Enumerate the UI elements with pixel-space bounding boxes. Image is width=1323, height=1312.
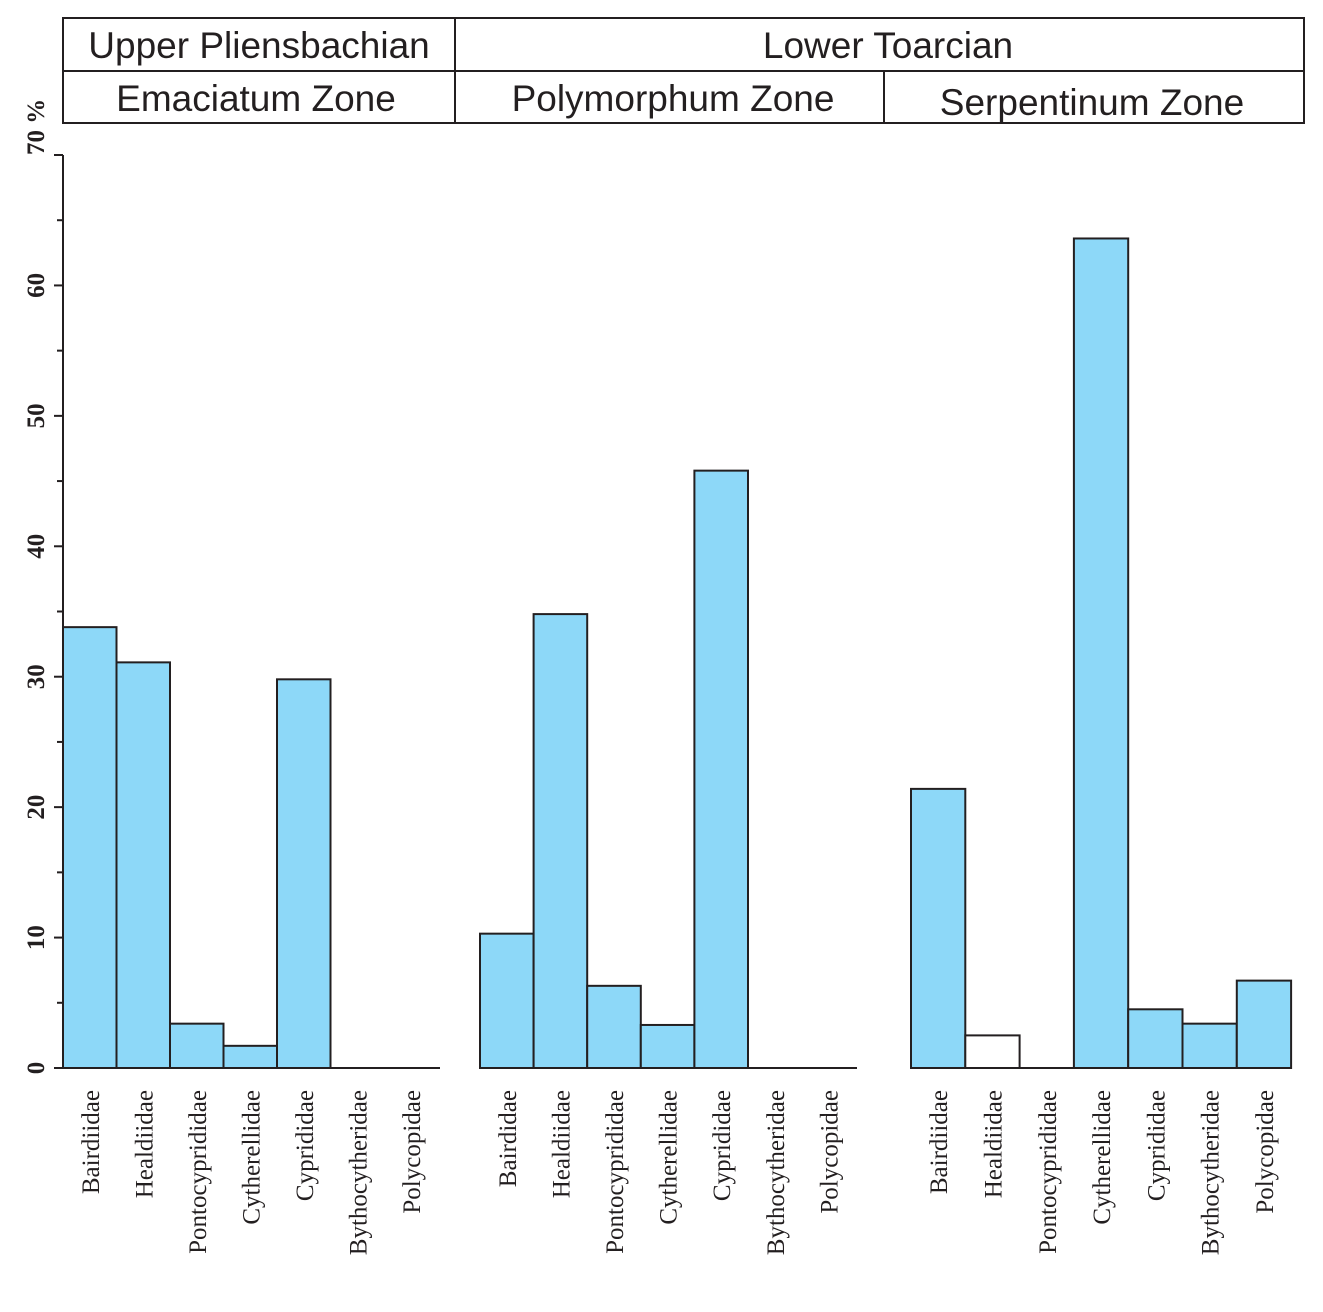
bar xyxy=(693,469,750,1069)
stage-lower-toarcian: Lower Toarcian xyxy=(763,25,1013,66)
category-label: Cytherellidae xyxy=(238,1090,265,1225)
category-label: Cyprididae xyxy=(1143,1090,1170,1201)
bar xyxy=(1181,1022,1238,1070)
y-tick-label: 50 xyxy=(23,403,50,428)
zone-serpentinum: Serpentinum Zone xyxy=(940,82,1244,123)
category-label: Cyprididae xyxy=(292,1090,319,1201)
y-tick-label: 40 xyxy=(23,534,50,559)
category-label: Bairdiidae xyxy=(78,1090,105,1194)
zone-polymorphum: Polymorphum Zone xyxy=(512,78,835,119)
bar xyxy=(1072,237,1130,1069)
category-label: Cytherellidae xyxy=(656,1090,683,1225)
bar xyxy=(276,678,332,1070)
bar xyxy=(1235,979,1293,1069)
y-axis-max-label: 70 % xyxy=(23,99,50,155)
y-tick-label: 20 xyxy=(23,795,50,820)
y-tick-label: 10 xyxy=(23,925,50,950)
category-label: Pontocyprididae xyxy=(185,1090,212,1254)
stage-upper-pliensbachian: Upper Pliensbachian xyxy=(88,25,429,66)
zone-emaciatum: Emaciatum Zone xyxy=(116,78,396,119)
bar xyxy=(115,661,171,1069)
bar xyxy=(479,932,535,1069)
bar xyxy=(1127,1008,1184,1069)
category-label: Cyprididae xyxy=(709,1090,736,1201)
bar xyxy=(964,1034,1021,1069)
category-label: Pontocyprididae xyxy=(1035,1090,1062,1254)
bar xyxy=(169,1022,225,1070)
y-tick-label: 0 xyxy=(23,1062,50,1075)
category-label: Healdiidae xyxy=(131,1090,158,1198)
category-label: Healdiidae xyxy=(548,1090,575,1198)
category-label: Bythocytheridae xyxy=(345,1090,372,1255)
y-tick-label: 30 xyxy=(23,664,50,689)
bar xyxy=(222,1044,278,1070)
category-label: Bythocytheridae xyxy=(763,1090,790,1255)
stratigraphic-header: Upper Pliensbachian Lower Toarcian Emaci… xyxy=(62,17,1305,124)
y-tick-label: 60 xyxy=(23,273,50,298)
category-label: Healdiidae xyxy=(980,1090,1007,1198)
category-label: Bairdidae xyxy=(495,1090,522,1187)
category-label: Polycopidae xyxy=(816,1090,843,1214)
category-label: Polycopidae xyxy=(399,1090,426,1214)
bars xyxy=(62,237,1293,1070)
category-label: Pontocyprididae xyxy=(602,1090,629,1254)
bar xyxy=(586,984,642,1070)
bar xyxy=(62,626,118,1069)
bar xyxy=(639,1023,696,1070)
category-label: Bairdiidae xyxy=(926,1090,953,1194)
bar xyxy=(532,613,589,1069)
category-label: Cytherellidae xyxy=(1089,1090,1116,1225)
category-labels: Bairdiidae Healdiidae Pontocyprididae Cythe… xyxy=(78,1090,1279,1255)
bar xyxy=(910,787,967,1070)
category-label: Polycopidae xyxy=(1252,1090,1279,1214)
category-label: Bythocytheridae xyxy=(1198,1090,1225,1255)
y-axis: 70 % 0 10 20 30 40 50 60 xyxy=(23,99,64,1075)
